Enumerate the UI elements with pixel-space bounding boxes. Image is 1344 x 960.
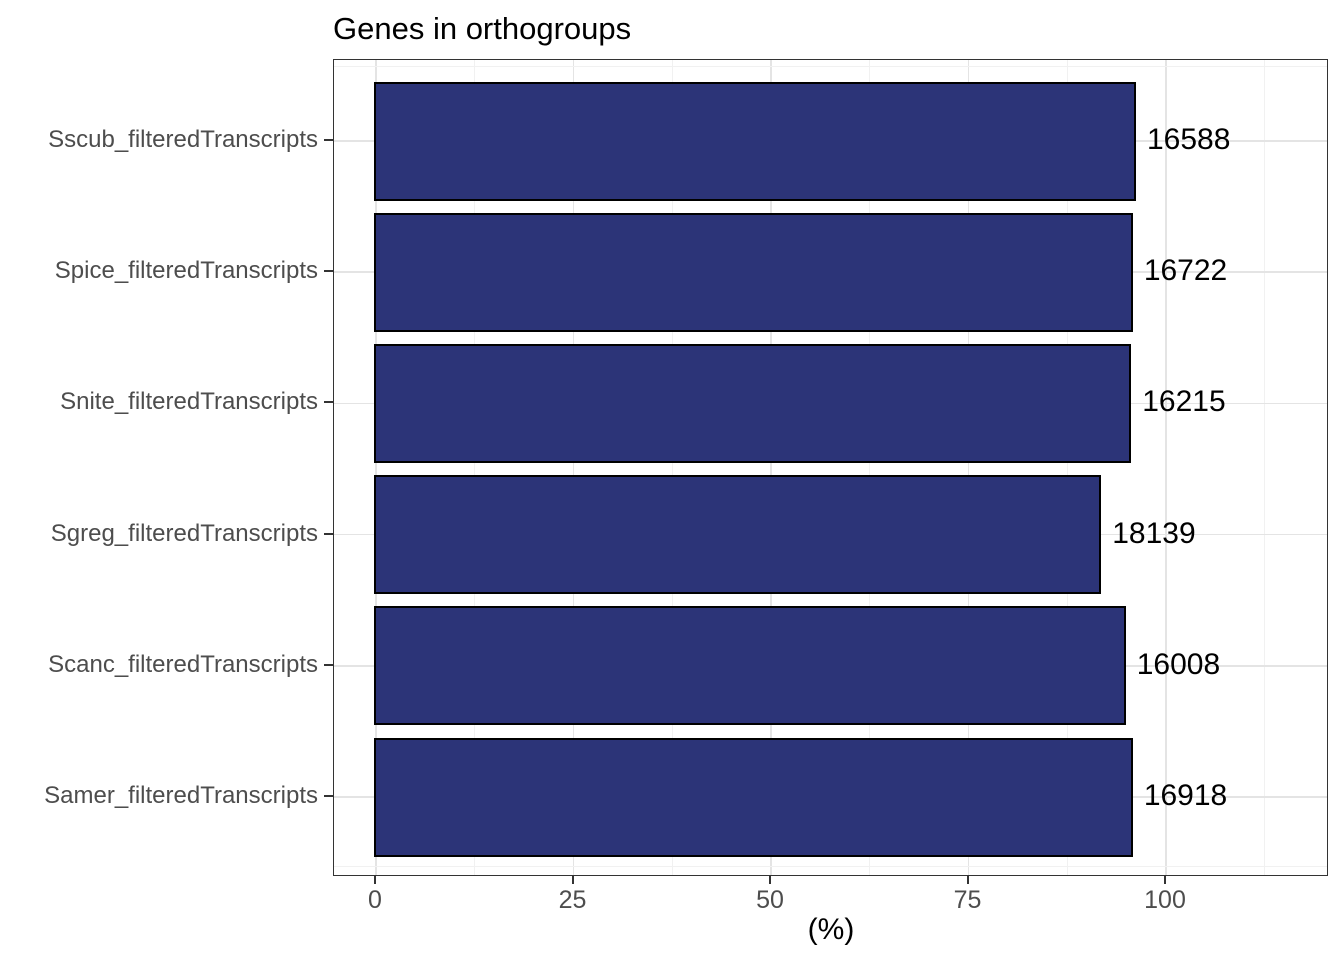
y-axis-label: Spice_filteredTranscripts (54, 257, 318, 285)
gridline-major-vertical (1165, 60, 1167, 875)
bar-value-label: 16722 (1143, 254, 1228, 288)
bar (374, 81, 1136, 201)
chart-title: Genes in orthogroups (333, 11, 632, 46)
gridline-minor-vertical (671, 60, 673, 875)
bar-value-label: 16008 (1136, 647, 1221, 681)
gridline-minor-horizontal (334, 66, 1327, 67)
gridline-minor-vertical (1264, 60, 1266, 875)
x-axis-tick (769, 876, 771, 884)
x-axis-tick-label: 0 (368, 886, 382, 914)
x-axis-tick (1164, 876, 1166, 884)
bar-value-label: 16215 (1142, 385, 1226, 419)
gridline-major-vertical (967, 60, 970, 875)
y-axis-label: Scanc_filteredTranscripts (48, 650, 318, 678)
x-axis-tick (571, 876, 574, 884)
y-axis-label: Sgreg_filteredTranscripts (50, 519, 318, 547)
y-axis-tick (324, 795, 333, 797)
x-axis-tick-label: 50 (756, 886, 784, 914)
y-axis-tick (324, 139, 333, 141)
bar-value-label: 16918 (1143, 779, 1228, 812)
bar (374, 737, 1133, 857)
x-axis-tick-label: 75 (953, 886, 982, 914)
x-axis-tick-label: 100 (1144, 886, 1186, 914)
x-axis-tick (374, 876, 376, 884)
gridline-major-vertical (572, 60, 575, 875)
x-axis-tick (966, 876, 969, 884)
x-axis-tick-label: 25 (558, 886, 587, 914)
gridline-minor-vertical (869, 60, 871, 875)
bar (374, 475, 1102, 595)
bar-value-label: 18139 (1112, 516, 1196, 550)
plot-panel (333, 59, 1328, 876)
gridline-minor-vertical (474, 60, 476, 875)
y-axis-label: Sscub_filteredTranscripts (48, 126, 318, 153)
bar (374, 343, 1132, 463)
gridline-minor-vertical (1066, 60, 1068, 875)
y-axis-label: Samer_filteredTranscripts (44, 782, 318, 809)
y-axis-tick (324, 401, 333, 404)
y-axis-tick (324, 532, 333, 535)
bar (374, 606, 1126, 726)
gridline-major-vertical (375, 60, 377, 875)
y-axis-tick (324, 663, 333, 666)
y-axis-tick (324, 270, 333, 273)
bar (374, 212, 1133, 332)
x-axis-title: (%) (807, 913, 855, 946)
gridline-minor-horizontal (334, 866, 1327, 867)
gridline-major-vertical (770, 60, 772, 875)
y-axis-label: Snite_filteredTranscripts (60, 388, 318, 416)
bar-value-label: 16588 (1146, 123, 1231, 156)
